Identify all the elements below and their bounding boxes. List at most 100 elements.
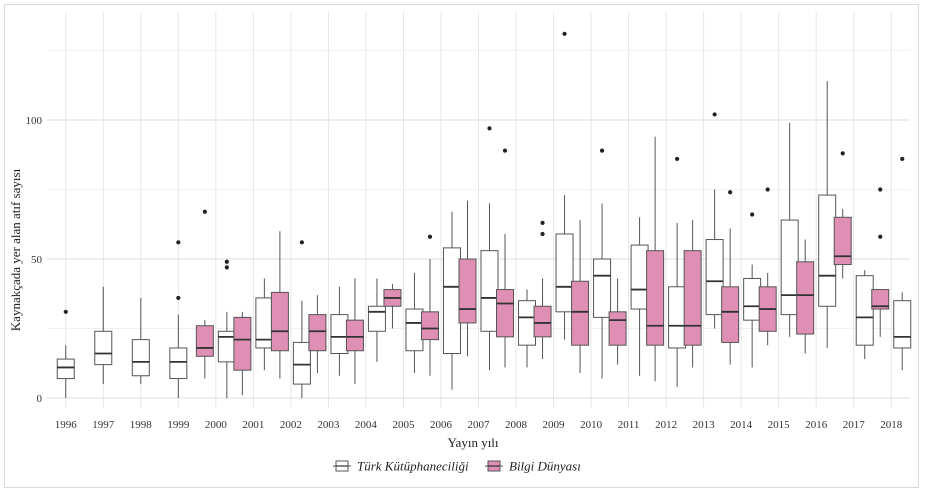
box-turk-kutuphaneciligi xyxy=(56,309,75,398)
outlier-point xyxy=(202,209,207,214)
box xyxy=(169,347,188,380)
box-series xyxy=(56,31,912,398)
outlier-point xyxy=(299,240,304,245)
box-bilgi-dunyasi xyxy=(533,220,552,360)
x-tick-label: 1999 xyxy=(167,419,190,431)
box-turk-kutuphaneciligi xyxy=(131,297,150,385)
box xyxy=(871,289,890,310)
outlier-point xyxy=(224,265,229,270)
box xyxy=(796,261,815,335)
box xyxy=(818,194,837,307)
box-bilgi-dunyasi xyxy=(571,220,590,373)
box xyxy=(217,330,236,363)
x-tick-label: 2017 xyxy=(843,419,866,431)
y-tick-label: 50 xyxy=(31,254,43,266)
legend-label: Türk Kütüphaneciliği xyxy=(357,459,469,474)
box xyxy=(518,300,537,346)
x-tick-label: 2012 xyxy=(655,419,677,431)
box xyxy=(833,216,852,266)
outlier-point xyxy=(540,231,545,237)
box xyxy=(233,316,252,371)
box-turk-kutuphaneciligi xyxy=(705,112,724,329)
box-turk-kutuphaneciligi xyxy=(169,240,188,398)
box-bilgi-dunyasi xyxy=(420,234,439,376)
outlier-point xyxy=(840,151,845,156)
box-bilgi-dunyasi xyxy=(608,278,627,365)
x-tick-label: 1996 xyxy=(55,419,78,431)
box xyxy=(330,314,349,355)
x-tick-label: 2005 xyxy=(392,419,415,431)
box-turk-kutuphaneciligi xyxy=(855,270,874,360)
outlier-point xyxy=(176,295,181,301)
box xyxy=(571,280,590,346)
box-bilgi-dunyasi xyxy=(458,200,477,357)
box-turk-kutuphaneciligi xyxy=(668,156,687,387)
box-turk-kutuphaneciligi xyxy=(818,81,837,348)
box-turk-kutuphaneciligi xyxy=(743,212,762,368)
box-bilgi-dunyasi xyxy=(646,136,665,382)
outlier-point xyxy=(599,148,605,153)
outlier-point xyxy=(224,259,229,264)
box xyxy=(458,258,477,324)
box-bilgi-dunyasi xyxy=(871,187,890,337)
x-tick-label: 2002 xyxy=(280,419,302,431)
box-turk-kutuphaneciligi xyxy=(518,289,537,368)
box xyxy=(420,311,439,341)
x-tick-label: 2006 xyxy=(430,419,453,431)
outlier-point xyxy=(750,212,755,217)
box xyxy=(593,258,612,318)
box-turk-kutuphaneciligi xyxy=(780,122,799,337)
outlier-point xyxy=(765,187,770,192)
box xyxy=(721,286,740,343)
x-tick-label: 2010 xyxy=(580,419,603,431)
box xyxy=(630,244,649,310)
box xyxy=(533,305,552,338)
outlier-point xyxy=(427,234,433,239)
y-tick-label: 100 xyxy=(26,115,43,127)
x-tick-label: 2009 xyxy=(543,419,566,431)
box xyxy=(855,275,874,346)
x-tick-label: 2011 xyxy=(618,419,640,431)
box xyxy=(195,325,214,357)
legend-item: Bilgi Dünyası xyxy=(485,459,581,474)
box-bilgi-dunyasi xyxy=(383,284,402,329)
box-turk-kutuphaneciligi xyxy=(555,31,574,340)
box xyxy=(893,300,912,349)
box-bilgi-dunyasi xyxy=(796,239,815,354)
box xyxy=(442,247,461,355)
box xyxy=(668,286,687,349)
box-bilgi-dunyasi xyxy=(758,187,777,346)
x-tick-label: 1998 xyxy=(130,419,153,431)
outlier-point xyxy=(487,126,492,131)
box-bilgi-dunyasi xyxy=(721,190,740,365)
y-tick-labels: 0 50 100 xyxy=(26,115,43,405)
box-turk-kutuphaneciligi xyxy=(94,286,113,385)
box-bilgi-dunyasi xyxy=(833,151,852,279)
x-tick-label: 2004 xyxy=(355,419,378,431)
box xyxy=(308,314,327,352)
y-axis-label: Kaynakçada yer alan atıf sayısı xyxy=(8,168,23,331)
box xyxy=(270,291,289,352)
outlier-point xyxy=(562,31,567,36)
outlier-point xyxy=(176,240,181,245)
x-tick-label: 2018 xyxy=(880,419,903,431)
outlier-point xyxy=(728,190,733,195)
box xyxy=(345,319,364,352)
box xyxy=(608,311,627,346)
box-turk-kutuphaneciligi xyxy=(630,217,649,376)
legend: Türk Kütüphaneciliği Bilgi Dünyası xyxy=(333,459,581,474)
box xyxy=(743,277,762,321)
box xyxy=(780,219,799,316)
x-tick-label: 2000 xyxy=(205,419,228,431)
box-turk-kutuphaneciligi xyxy=(367,278,386,362)
box-bilgi-dunyasi xyxy=(195,209,214,379)
x-tick-label: 2015 xyxy=(768,419,791,431)
box xyxy=(496,289,515,338)
box xyxy=(705,239,724,316)
outlier-point xyxy=(63,309,68,314)
box-turk-kutuphaneciligi xyxy=(292,240,311,398)
outlier-point xyxy=(900,156,905,162)
box-turk-kutuphaneciligi xyxy=(330,286,349,376)
x-tick-label: 2001 xyxy=(242,419,264,431)
